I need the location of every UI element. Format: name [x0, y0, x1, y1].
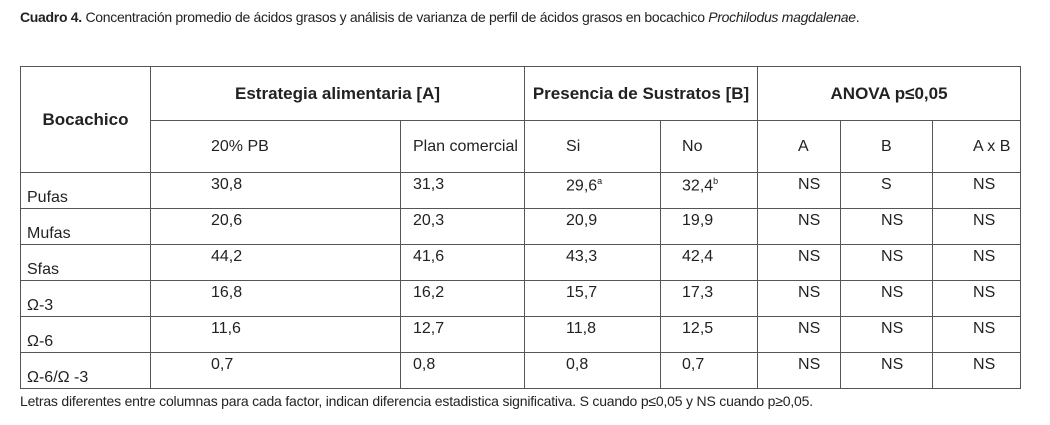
data-cell: 0,7: [660, 352, 759, 389]
header-cell: Presencia de Sustratos [B]: [524, 66, 759, 121]
data-row: Ω-6/Ω -3 0,7 0,8 0,8 0,7 NS NS NS: [20, 352, 1022, 389]
data-cell: 16,8: [150, 280, 401, 317]
row-label: Sfas: [20, 244, 151, 281]
data-cell: 32,4b: [660, 172, 759, 209]
data-cell: NS: [840, 352, 934, 389]
significance-letter: a: [597, 176, 603, 186]
subheader-cell: A: [757, 120, 842, 173]
row-label: Mufas: [20, 208, 151, 245]
data-cell: NS: [840, 208, 934, 245]
subheader-cell: 20% PB: [150, 120, 401, 173]
species: Prochilodus magdalenae: [708, 9, 856, 25]
data-cell: 16,2: [399, 280, 526, 317]
table: Bocachico Estrategia alimentaria [A] Prese…: [20, 66, 1022, 389]
data-cell: 12,7: [399, 316, 526, 353]
data-cell: NS: [932, 208, 1022, 245]
data-row: Ω-6 11,6 12,7 11,8 12,5 NS NS NS: [20, 316, 1022, 353]
header-cell: Estrategia alimentaria [A]: [149, 66, 526, 121]
subheader-cell: A x B: [932, 120, 1022, 173]
data-cell: 11,6: [150, 316, 401, 353]
data-cell: NS: [757, 316, 842, 353]
row-label: Ω-6: [20, 316, 151, 353]
data-cell: 30,8: [150, 172, 401, 209]
subheader-cell: No: [660, 120, 759, 173]
data-cell: NS: [757, 352, 842, 389]
header-row: Bocachico Estrategia alimentaria [A] Prese…: [20, 66, 1022, 173]
data-cell: NS: [757, 244, 842, 281]
data-cell: 44,2: [150, 244, 401, 281]
data-cell: 11,8: [524, 316, 662, 353]
data-row: Mufas 20,6 20,3 20,9 19,9 NS NS NS: [20, 208, 1022, 245]
data-cell: 19,9: [660, 208, 759, 245]
subheader-row: 20% PB Plan comercial Si No A B A x B: [21, 120, 1022, 173]
data-cell: NS: [757, 280, 842, 317]
data-cell: 31,3: [399, 172, 526, 209]
data-cell: 29,6a: [524, 172, 662, 209]
data-cell: 12,5: [660, 316, 759, 353]
row-label: Ω-6/Ω -3: [20, 352, 151, 389]
data-cell: NS: [932, 280, 1022, 317]
data-cell: NS: [932, 244, 1022, 281]
caption: Cuadro 4. Concentración promedio de ácid…: [20, 9, 860, 25]
header-cell: ANOVA p≤0,05: [757, 66, 1022, 121]
data-cell: NS: [757, 208, 842, 245]
subheader-cell: Si: [524, 120, 662, 173]
table-body: Pufas 30,8 31,3 29,6a 32,4b NS S NS Mufas 20,6 20,…: [20, 172, 1022, 389]
cell-value: 29,6: [566, 177, 598, 195]
data-cell: 17,3: [660, 280, 759, 317]
data-cell: 43,3: [524, 244, 662, 281]
header-cell: Bocachico: [20, 66, 151, 173]
cell-value: 32,4: [682, 177, 714, 195]
caption-label: Cuadro 4.: [20, 9, 82, 25]
data-cell: 0,7: [150, 352, 401, 389]
data-cell: NS: [840, 244, 934, 281]
row-label: Pufas: [20, 172, 151, 209]
data-cell: 20,9: [524, 208, 662, 245]
subheader-cell: B: [840, 120, 934, 173]
data-cell: 20,3: [399, 208, 526, 245]
data-cell: 0,8: [524, 352, 662, 389]
data-cell: NS: [932, 316, 1022, 353]
data-row: Sfas 44,2 41,6 43,3 42,4 NS NS NS: [20, 244, 1022, 281]
subheader-cell: Plan comercial: [399, 120, 526, 173]
data-cell: S: [840, 172, 934, 209]
data-cell: NS: [840, 316, 934, 353]
data-cell: 41,6: [399, 244, 526, 281]
data-cell: NS: [932, 352, 1022, 389]
caption-end: .: [855, 9, 860, 25]
caption-text: Concentración promedio de ácidos grasos …: [81, 9, 709, 25]
data-cell: NS: [840, 280, 934, 317]
footnote: Letras diferentes entre columnas para ca…: [20, 393, 813, 409]
significance-letter: b: [713, 176, 719, 186]
data-cell: NS: [932, 172, 1022, 209]
data-cell: NS: [757, 172, 842, 209]
data-row: Pufas 30,8 31,3 29,6a 32,4b NS S NS: [20, 172, 1022, 209]
data-cell: 0,8: [399, 352, 526, 389]
row-label: Ω-3: [20, 280, 151, 317]
data-cell: 42,4: [660, 244, 759, 281]
data-cell: 20,6: [150, 208, 401, 245]
data-row: Ω-3 16,8 16,2 15,7 17,3 NS NS NS: [20, 280, 1022, 317]
data-cell: 15,7: [524, 280, 662, 317]
